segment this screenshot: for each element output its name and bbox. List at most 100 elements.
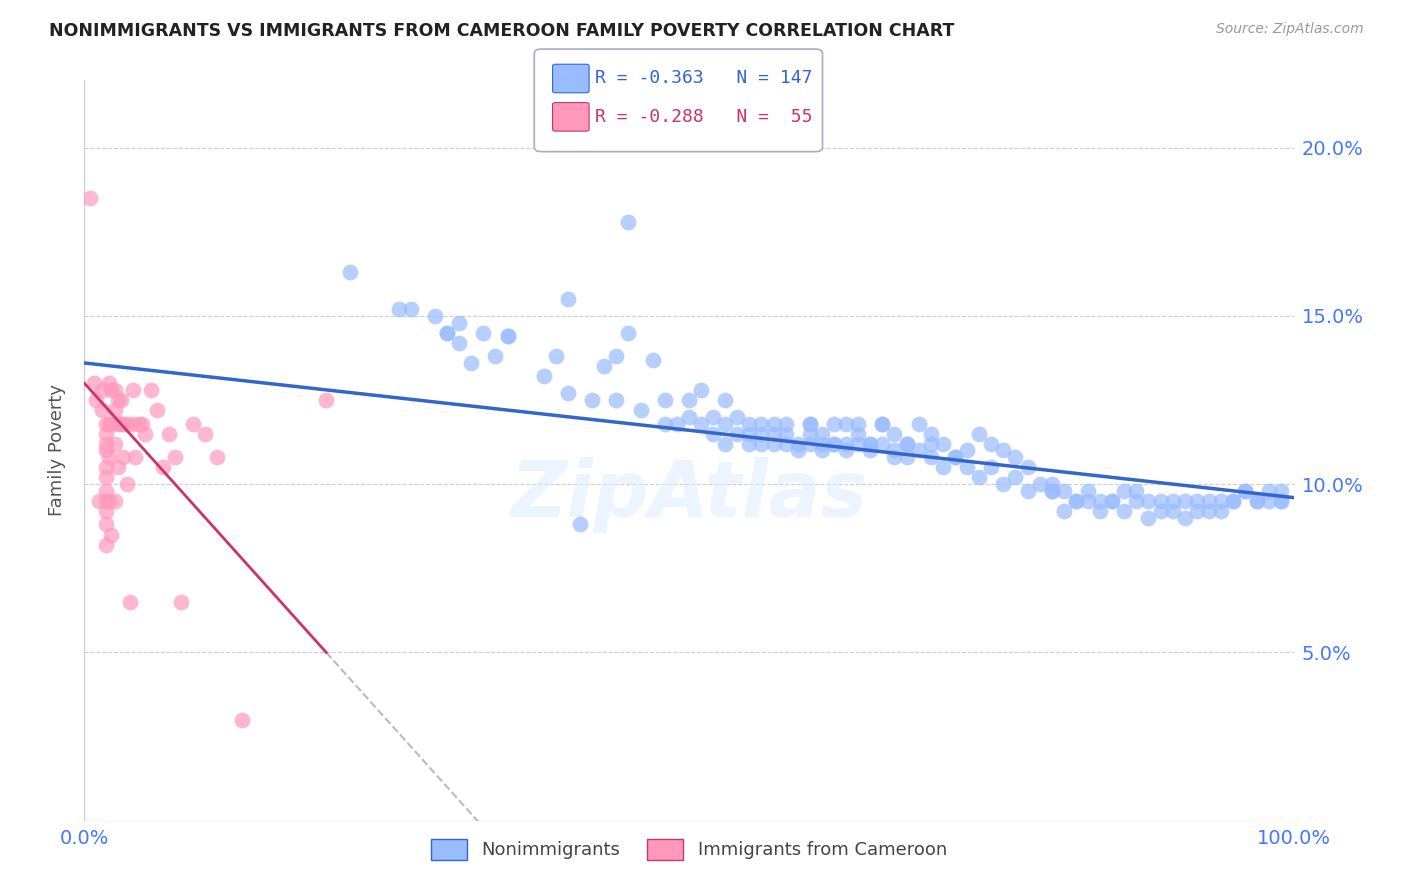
Point xyxy=(1246,494,1268,508)
Point xyxy=(846,417,869,431)
Point xyxy=(967,426,990,441)
Point xyxy=(94,483,117,498)
Point xyxy=(872,417,894,431)
Point xyxy=(94,426,117,441)
Point xyxy=(139,383,162,397)
Point xyxy=(1149,494,1171,508)
Text: R = -0.363   N = 147: R = -0.363 N = 147 xyxy=(595,70,813,87)
Y-axis label: Family Poverty: Family Poverty xyxy=(48,384,66,516)
Point xyxy=(1137,494,1160,508)
Point xyxy=(157,426,180,441)
Point xyxy=(775,417,797,431)
Point xyxy=(751,426,773,441)
Point xyxy=(859,443,882,458)
Point xyxy=(654,417,676,431)
Point xyxy=(932,436,955,450)
Point xyxy=(79,191,101,205)
Text: R = -0.288   N =  55: R = -0.288 N = 55 xyxy=(595,108,813,126)
Point xyxy=(725,409,748,424)
Point xyxy=(823,436,845,450)
Point xyxy=(436,326,458,340)
Point xyxy=(544,349,567,363)
Point xyxy=(87,494,110,508)
Point xyxy=(97,376,120,391)
Point xyxy=(1174,494,1197,508)
Point xyxy=(231,713,253,727)
Point xyxy=(315,392,337,407)
Point xyxy=(1114,504,1136,518)
Point xyxy=(1270,494,1292,508)
Point xyxy=(883,450,905,465)
Point xyxy=(702,426,724,441)
Point xyxy=(94,538,117,552)
Point xyxy=(100,383,122,397)
Point xyxy=(811,443,834,458)
Point xyxy=(94,443,117,458)
Point xyxy=(1246,494,1268,508)
Point xyxy=(678,392,700,407)
Point xyxy=(1125,483,1147,498)
Point xyxy=(1088,504,1111,518)
Point xyxy=(714,436,737,450)
Point xyxy=(846,436,869,450)
Point xyxy=(94,517,117,532)
Point xyxy=(472,326,495,340)
Point xyxy=(115,417,138,431)
Point xyxy=(1185,494,1208,508)
Point xyxy=(738,417,761,431)
Text: Source: ZipAtlas.com: Source: ZipAtlas.com xyxy=(1216,22,1364,37)
Point xyxy=(714,417,737,431)
Point xyxy=(762,426,785,441)
Point xyxy=(100,527,122,541)
Point xyxy=(896,436,918,450)
Point xyxy=(1125,494,1147,508)
Point xyxy=(97,417,120,431)
Point xyxy=(1028,477,1050,491)
Point xyxy=(399,302,422,317)
Point xyxy=(449,335,471,350)
Point xyxy=(94,460,117,475)
Point xyxy=(94,470,117,484)
Point xyxy=(83,376,105,391)
Point xyxy=(654,392,676,407)
Point xyxy=(811,436,834,450)
Text: ZipAtlas: ZipAtlas xyxy=(510,457,868,533)
Point xyxy=(1222,494,1244,508)
Legend: Nonimmigrants, Immigrants from Cameroon: Nonimmigrants, Immigrants from Cameroon xyxy=(423,832,955,867)
Point xyxy=(1053,483,1076,498)
Point xyxy=(738,426,761,441)
Point xyxy=(104,436,127,450)
Point xyxy=(883,426,905,441)
Point xyxy=(146,403,169,417)
Point xyxy=(920,450,942,465)
Point xyxy=(91,383,114,397)
Point xyxy=(94,504,117,518)
Point xyxy=(811,426,834,441)
Point xyxy=(641,352,664,367)
Point xyxy=(872,417,894,431)
Point xyxy=(967,470,990,484)
Point xyxy=(1185,504,1208,518)
Point xyxy=(823,417,845,431)
Point xyxy=(617,214,640,228)
Point xyxy=(823,436,845,450)
Point xyxy=(112,417,135,431)
Point xyxy=(1149,504,1171,518)
Point xyxy=(956,443,979,458)
Point xyxy=(1137,510,1160,524)
Point xyxy=(1174,510,1197,524)
Point xyxy=(194,426,217,441)
Point xyxy=(128,417,150,431)
Point xyxy=(1258,494,1281,508)
Point xyxy=(993,477,1015,491)
Point xyxy=(775,426,797,441)
Point xyxy=(1258,483,1281,498)
Point xyxy=(605,392,627,407)
Point xyxy=(1040,483,1063,498)
Point xyxy=(1040,483,1063,498)
Point xyxy=(883,443,905,458)
Point xyxy=(786,436,808,450)
Point xyxy=(97,450,120,465)
Point xyxy=(980,436,1002,450)
Point xyxy=(112,450,135,465)
